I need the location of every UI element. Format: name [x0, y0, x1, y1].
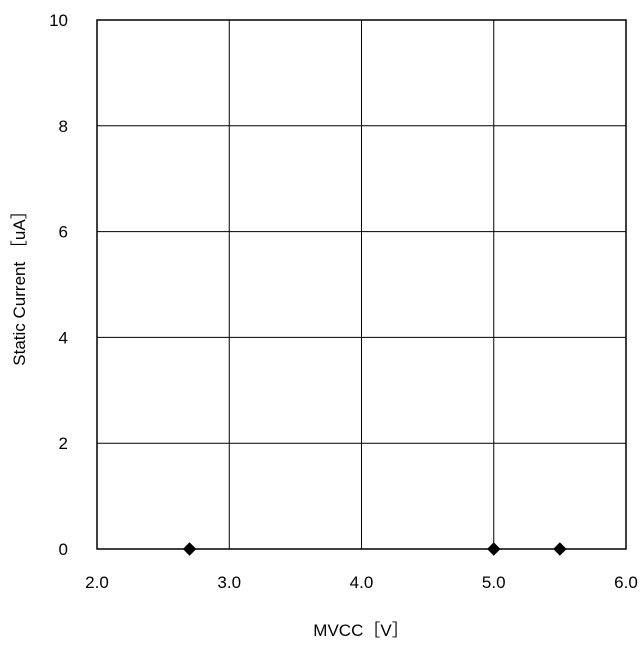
grid-lines — [97, 20, 626, 549]
y-tick-label: 6 — [59, 223, 68, 242]
y-tick-label: 0 — [59, 540, 68, 559]
data-point — [553, 542, 567, 556]
data-point — [487, 542, 501, 556]
y-tick-label: 10 — [49, 11, 68, 30]
x-tick-labels: 2.0 3.0 4.0 5.0 6.0 — [85, 573, 638, 592]
x-tick-label: 6.0 — [614, 573, 638, 592]
y-tick-label: 4 — [59, 328, 68, 347]
x-axis-title: MVCC［V］ — [313, 621, 408, 640]
x-tick-label: 3.0 — [217, 573, 241, 592]
y-tick-labels: 0 2 4 6 8 10 — [49, 11, 68, 559]
data-points — [182, 542, 567, 556]
y-tick-label: 8 — [59, 117, 68, 136]
x-tick-label: 5.0 — [482, 573, 506, 592]
y-axis-title: Static Current ［uA］ — [10, 202, 29, 365]
data-point — [182, 542, 197, 556]
y-tick-label: 2 — [59, 434, 68, 453]
x-tick-label: 2.0 — [85, 573, 109, 592]
plot-frame — [96, 19, 627, 550]
x-tick-label: 4.0 — [350, 573, 374, 592]
